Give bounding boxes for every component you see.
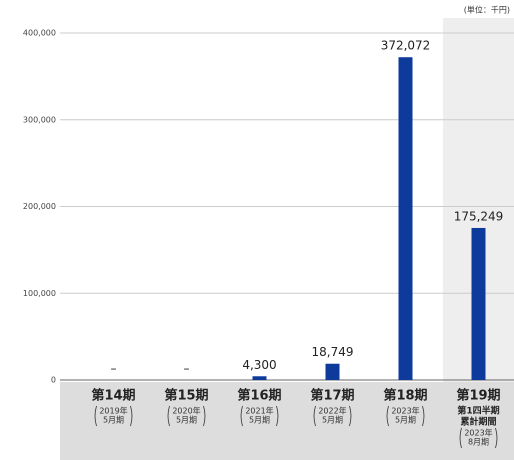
bracket [167, 405, 170, 427]
value-label: – [111, 362, 117, 376]
bracket [313, 405, 316, 427]
unit-note: (単位：千円) [464, 5, 510, 15]
period-note: 8月期 [468, 438, 489, 447]
bracket [203, 405, 206, 427]
bar [252, 376, 267, 380]
period-note: 2021年 [245, 406, 273, 416]
period-note: 5月期 [103, 416, 124, 425]
y-tick-label: 100,000 [23, 289, 56, 298]
y-tick-label: 0 [51, 376, 56, 385]
bracket [459, 427, 462, 449]
x-tick-label: 第17期 [310, 388, 354, 404]
bracket [94, 405, 97, 427]
bar [398, 57, 413, 380]
period-note: 5月期 [249, 416, 270, 425]
bracket [422, 405, 425, 427]
period-note: 5月期 [176, 416, 197, 425]
value-label: 18,749 [312, 345, 354, 359]
y-tick-label: 400,000 [23, 29, 56, 38]
bracket [495, 427, 498, 449]
period-note: 2019年 [99, 406, 127, 416]
period-note: 5月期 [395, 416, 416, 425]
bar [325, 363, 340, 380]
x-tick-label: 第19期 [456, 388, 500, 404]
category-heading: 第1四半期 [457, 405, 499, 417]
x-tick-label: 第14期 [91, 388, 135, 404]
x-tick-label: 第18期 [383, 388, 427, 404]
value-label: 372,072 [381, 39, 431, 53]
y-tick-label: 200,000 [23, 202, 56, 211]
period-note: 2023年 [464, 428, 492, 438]
bar [471, 227, 486, 380]
bracket [130, 405, 133, 427]
x-tick-label: 第16期 [237, 388, 281, 404]
y-tick-label: 300,000 [23, 115, 56, 124]
bracket [276, 405, 279, 427]
category-band [60, 382, 514, 460]
period-note: 2023年 [391, 406, 419, 416]
period-note: 5月期 [322, 416, 343, 425]
value-label: – [184, 362, 190, 376]
period-note: 2020年 [172, 406, 200, 416]
value-label: 175,249 [454, 209, 504, 223]
x-tick-label: 第15期 [164, 388, 208, 404]
bracket [386, 405, 389, 427]
bracket [240, 405, 243, 427]
value-label: 4,300 [242, 358, 276, 372]
bracket [349, 405, 352, 427]
category-heading: 累計期間 [460, 416, 496, 428]
period-note: 2022年 [318, 406, 346, 416]
